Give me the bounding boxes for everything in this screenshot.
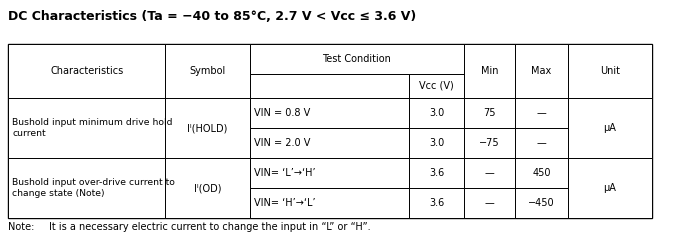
Text: Vcc (V): Vcc (V) <box>419 81 454 91</box>
Bar <box>250 188 409 218</box>
Bar <box>515 128 568 158</box>
Bar <box>464 98 515 128</box>
Bar <box>515 98 568 128</box>
Text: 3.6: 3.6 <box>429 168 444 178</box>
Text: μA: μA <box>604 123 616 133</box>
Text: Bushold input over-drive current to
change state (Note): Bushold input over-drive current to chan… <box>12 178 176 198</box>
Bar <box>250 128 409 158</box>
Text: 3.0: 3.0 <box>429 108 444 118</box>
Bar <box>8 44 165 98</box>
Text: −450: −450 <box>528 198 555 208</box>
Bar <box>568 44 652 98</box>
Text: Iᴵ(HOLD): Iᴵ(HOLD) <box>187 123 228 133</box>
Text: Iᴵ(OD): Iᴵ(OD) <box>194 183 221 193</box>
Bar <box>568 98 652 158</box>
Bar <box>250 98 409 128</box>
Bar <box>409 128 464 158</box>
Bar <box>464 158 515 188</box>
Bar <box>409 188 464 218</box>
Text: 75: 75 <box>483 108 496 118</box>
Text: —: — <box>484 198 494 208</box>
Text: VIN= ‘H’→‘L’: VIN= ‘H’→‘L’ <box>254 198 316 208</box>
Bar <box>515 188 568 218</box>
Bar <box>409 158 464 188</box>
Bar <box>165 158 250 218</box>
Bar <box>464 128 515 158</box>
Bar <box>409 98 464 128</box>
Bar <box>8 98 165 158</box>
Text: Min: Min <box>480 66 498 76</box>
Text: 3.0: 3.0 <box>429 138 444 148</box>
Bar <box>409 74 464 98</box>
Text: —: — <box>536 138 546 148</box>
Bar <box>250 44 464 74</box>
Text: Max: Max <box>531 66 552 76</box>
Text: 450: 450 <box>532 168 550 178</box>
Text: 3.6: 3.6 <box>429 198 444 208</box>
Bar <box>8 44 652 218</box>
Text: μA: μA <box>604 183 616 193</box>
Bar <box>165 44 250 98</box>
Text: Note:: Note: <box>8 221 35 232</box>
Bar <box>464 188 515 218</box>
Text: Symbol: Symbol <box>189 66 226 76</box>
Text: Test Condition: Test Condition <box>322 54 391 64</box>
Bar <box>8 158 165 218</box>
Bar <box>250 74 409 98</box>
Text: DC Characteristics (Ta = −40 to 85°C, 2.7 V < Vcc ≤ 3.6 V): DC Characteristics (Ta = −40 to 85°C, 2.… <box>8 10 416 23</box>
Text: VIN = 2.0 V: VIN = 2.0 V <box>254 138 310 148</box>
Text: Characteristics: Characteristics <box>50 66 124 76</box>
Text: VIN= ‘L’→‘H’: VIN= ‘L’→‘H’ <box>254 168 316 178</box>
Text: —: — <box>484 168 494 178</box>
Bar <box>464 44 515 98</box>
Text: —: — <box>536 108 546 118</box>
Text: VIN = 0.8 V: VIN = 0.8 V <box>254 108 310 118</box>
Bar <box>515 158 568 188</box>
Text: Unit: Unit <box>600 66 620 76</box>
Text: Bushold input minimum drive hold
current: Bushold input minimum drive hold current <box>12 118 173 138</box>
Bar <box>568 158 652 218</box>
Text: It is a necessary electric current to change the input in “L” or “H”.: It is a necessary electric current to ch… <box>49 221 370 232</box>
Bar <box>250 158 409 188</box>
Text: −75: −75 <box>479 138 500 148</box>
Bar <box>515 44 568 98</box>
Bar <box>165 98 250 158</box>
